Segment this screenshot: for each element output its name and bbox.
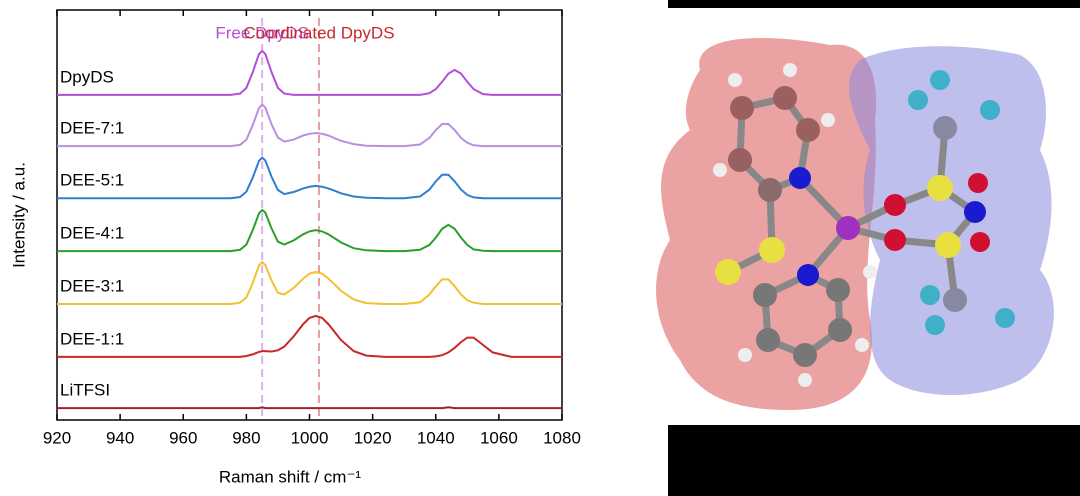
series-label: DpyDS <box>60 67 114 86</box>
annotation: Free DpyDS <box>215 23 309 42</box>
spectrum-line <box>57 208 562 253</box>
molecule-image <box>656 0 1080 496</box>
x-tick-label: 1060 <box>480 428 518 447</box>
spectrum-line <box>57 49 562 96</box>
surface-red <box>656 37 877 410</box>
x-tick-label: 980 <box>232 428 260 447</box>
y-axis-label: Intensity / a.u. <box>9 162 28 268</box>
series-label: LiTFSI <box>60 381 110 400</box>
x-tick-label: 1080 <box>543 428 581 447</box>
black-bar <box>668 425 1080 496</box>
x-tick-label: 1020 <box>354 428 392 447</box>
series-label: DEE-4:1 <box>60 224 124 243</box>
annotation: Coordinated DpyDS <box>243 23 394 42</box>
spectrum-line <box>57 406 562 410</box>
x-axis-label: Raman shift / cm⁻¹ <box>219 467 362 486</box>
series-label: DEE-7:1 <box>60 119 124 138</box>
x-tick-label: 940 <box>106 428 134 447</box>
spectrum-line <box>57 314 562 358</box>
spectrum-line <box>57 103 562 148</box>
x-tick-label: 1000 <box>291 428 329 447</box>
x-tick-label: 1040 <box>417 428 455 447</box>
x-tick-label: 960 <box>169 428 197 447</box>
surface-blue <box>849 46 1054 395</box>
series-label: DEE-3:1 <box>60 276 124 295</box>
spectrum-line <box>57 156 562 200</box>
black-bar <box>668 0 1080 8</box>
atoms <box>713 63 1015 387</box>
x-tick-label: 920 <box>43 428 71 447</box>
series-label: DEE-1:1 <box>60 329 124 348</box>
series-label: DEE-5:1 <box>60 171 124 190</box>
plot-frame <box>56 9 563 421</box>
spectrum-line <box>57 260 562 305</box>
